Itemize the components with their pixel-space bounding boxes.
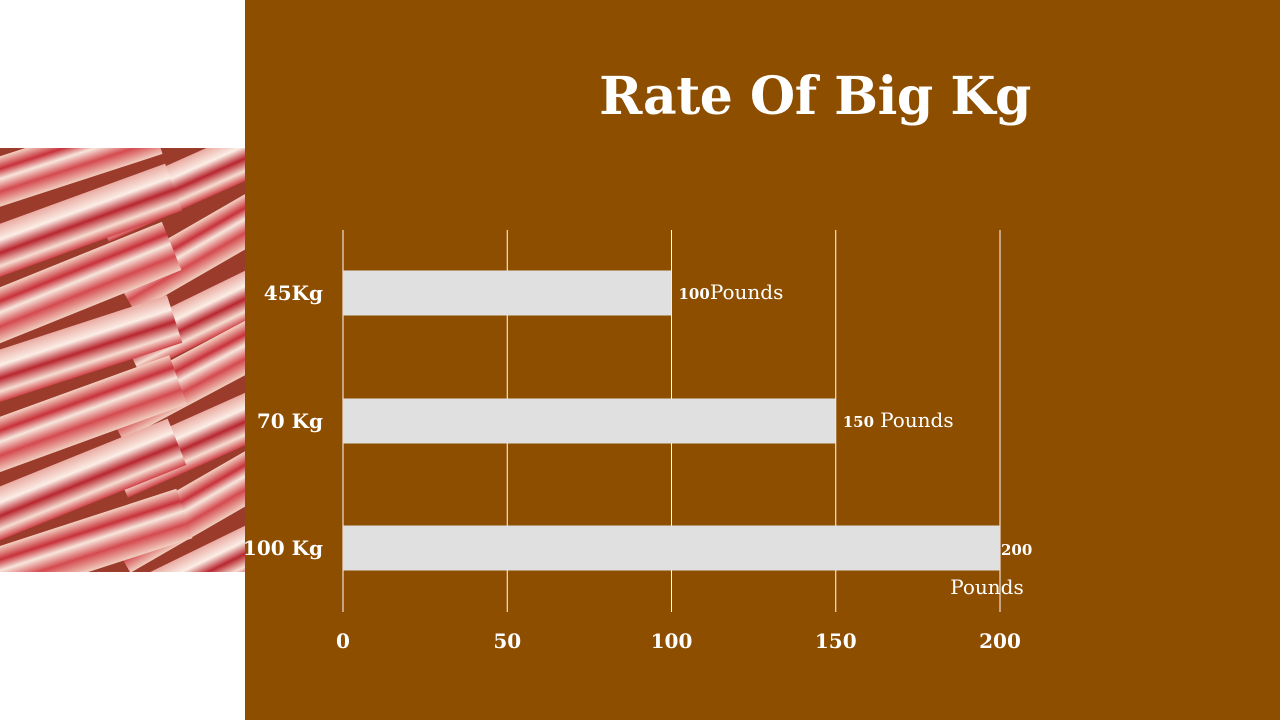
bar [343, 398, 836, 444]
x-tick-label: 200 [979, 629, 1021, 653]
x-tick-label: 150 [815, 629, 857, 653]
category-label: 70 Kg [257, 409, 323, 433]
bacon-photo [0, 148, 245, 572]
category-label: 100 Kg [243, 536, 323, 560]
data-label: 100Pounds [679, 280, 784, 304]
bar [343, 525, 1000, 571]
slide-title: Rate Of Big Kg [599, 66, 1031, 127]
bar [343, 270, 672, 316]
x-tick-label: 0 [336, 629, 350, 653]
chart-panel [245, 0, 1280, 720]
x-tick-label: 50 [493, 629, 521, 653]
data-label-value: 200 [1001, 541, 1032, 559]
x-tick-label: 100 [651, 629, 693, 653]
category-label: 45Kg [264, 281, 323, 305]
data-label-unit: Pounds [950, 575, 1024, 599]
data-label: 150 Pounds [843, 408, 954, 432]
